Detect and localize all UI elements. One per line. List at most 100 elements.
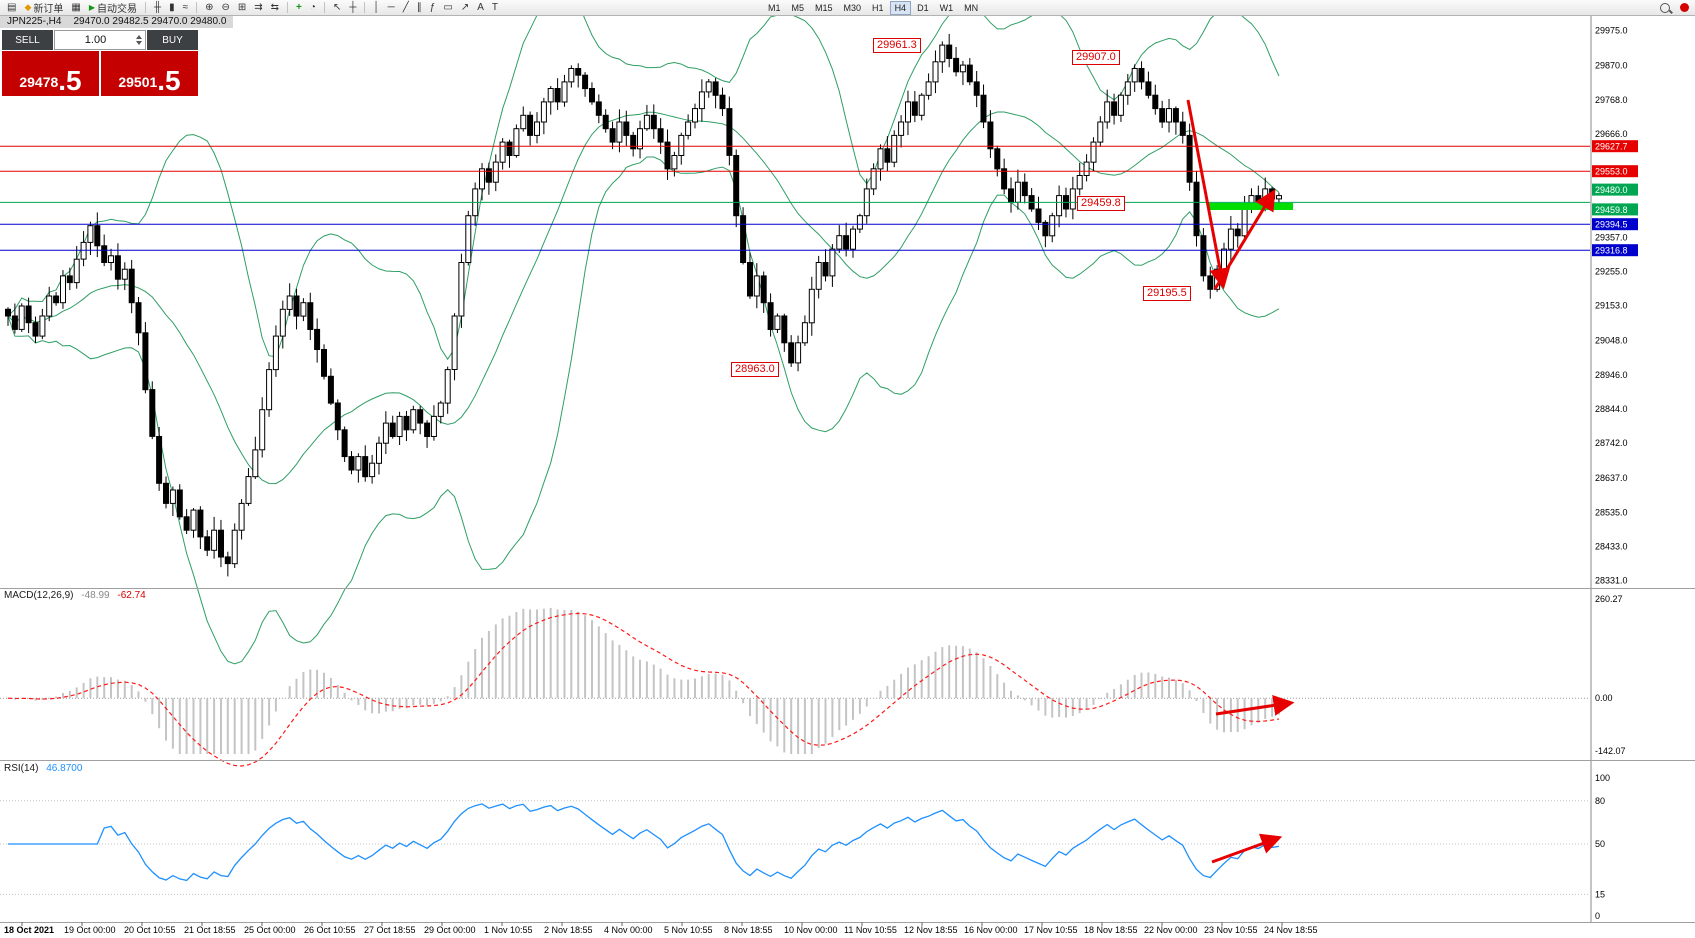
auto-trading-label: 自动交易 (96, 4, 137, 15)
svg-text:29255.0: 29255.0 (1595, 266, 1628, 276)
macd-name: MACD(12,26,9) (4, 590, 74, 601)
fibonacci-icon[interactable]: ƒ (429, 2, 436, 13)
new-order-icon: ◆ (24, 2, 32, 12)
volume-stepper[interactable]: 1.00 (54, 30, 146, 50)
volume-down-icon[interactable] (136, 41, 142, 45)
timeframe-switcher: M1 M5 M15 M30 H1 H4 D1 W1 MN (763, 0, 983, 15)
price-callout[interactable]: 28963.0 (731, 362, 779, 377)
profiles-icon[interactable]: ▦ (71, 2, 81, 13)
text-tool-icon[interactable]: A (477, 2, 484, 13)
vertical-line-icon[interactable]: │ (373, 2, 380, 13)
svg-text:18 Oct 2021: 18 Oct 2021 (4, 925, 54, 935)
price-callout[interactable]: 29907.0 (1072, 50, 1120, 65)
bollinger-bands (7, 0, 1280, 665)
bar-chart-icon[interactable]: ╫ (153, 2, 162, 13)
svg-text:8 Nov 18:55: 8 Nov 18:55 (724, 925, 773, 935)
volume-value: 1.00 (84, 34, 107, 46)
svg-text:1 Nov 10:55: 1 Nov 10:55 (484, 925, 533, 935)
svg-text:260.27: 260.27 (1595, 594, 1623, 604)
svg-text:29666.0: 29666.0 (1595, 129, 1628, 139)
sell-button[interactable]: SELL (2, 30, 53, 50)
price-callout[interactable]: 29195.5 (1143, 286, 1191, 301)
period-clock-icon[interactable]: ◔ (309, 2, 316, 13)
price-callout[interactable]: 29459.8 (1077, 196, 1125, 211)
svg-text:29357.0: 29357.0 (1595, 232, 1628, 242)
crosshair-icon[interactable]: ┼ (349, 2, 357, 13)
sell-price[interactable]: 29478 .5 (2, 51, 99, 96)
auto-trading-button[interactable]: ▶ 自动交易 (86, 1, 140, 15)
svg-text:20 Oct 10:55: 20 Oct 10:55 (124, 925, 176, 935)
svg-text:29153.0: 29153.0 (1595, 301, 1628, 311)
svg-text:23 Nov 10:55: 23 Nov 10:55 (1204, 925, 1258, 935)
notification-badge[interactable] (1680, 3, 1689, 12)
svg-text:29480.0: 29480.0 (1595, 185, 1628, 195)
zoom-out-icon[interactable]: ⊖ (221, 2, 230, 13)
toolbar: ▤ ◆ 新订单 ▦ ▶ 自动交易 ╫ ▮ ≈ ⊕ ⊖ ⊞ ⇉ ⇆ + ◔ ↖ ┼… (0, 0, 1695, 16)
volume-up-icon[interactable] (136, 35, 142, 39)
svg-text:19 Oct 00:00: 19 Oct 00:00 (64, 925, 116, 935)
channel-icon[interactable]: ∥ (416, 2, 422, 13)
svg-text:29394.5: 29394.5 (1595, 220, 1628, 230)
timeframe-M5[interactable]: M5 (791, 2, 805, 13)
label-tool-icon[interactable]: T (491, 2, 498, 13)
svg-text:16 Nov 00:00: 16 Nov 00:00 (964, 925, 1018, 935)
ohlc-readout: 29470.0 29482.5 29470.0 29480.0 (73, 16, 227, 27)
buy-price[interactable]: 29501 .5 (101, 51, 198, 96)
timeframe-MN[interactable]: MN (964, 2, 979, 13)
svg-text:28742.0: 28742.0 (1595, 438, 1628, 448)
horizontal-line-icon[interactable]: ─ (387, 2, 395, 13)
rsi-label: RSI(14) 46.8700 (4, 763, 82, 774)
cursor-icon[interactable]: ↖ (332, 2, 342, 13)
line-chart-icon[interactable]: ≈ (182, 2, 189, 13)
svg-text:28331.0: 28331.0 (1595, 576, 1628, 586)
shapes-icon[interactable]: ▭ (443, 2, 453, 13)
svg-text:11 Nov 10:55: 11 Nov 10:55 (844, 925, 897, 935)
timeframe-D1[interactable]: D1 (917, 2, 929, 13)
trendline-icon[interactable]: ╱ (402, 2, 409, 13)
svg-text:29 Oct 00:00: 29 Oct 00:00 (424, 925, 476, 935)
add-indicator-icon[interactable]: + (296, 2, 302, 13)
timeframe-M30[interactable]: M30 (843, 2, 862, 13)
svg-text:50: 50 (1595, 839, 1605, 849)
svg-text:28844.0: 28844.0 (1595, 404, 1628, 414)
zoom-in-icon[interactable]: ⊕ (205, 2, 214, 13)
svg-text:4 Nov 00:00: 4 Nov 00:00 (604, 925, 653, 935)
svg-text:10 Nov 00:00: 10 Nov 00:00 (784, 925, 838, 935)
timeframe-W1[interactable]: W1 (939, 2, 954, 13)
rsi-value: 46.8700 (46, 763, 83, 774)
svg-text:28433.0: 28433.0 (1595, 541, 1628, 551)
new-chart-icon[interactable]: ▤ (7, 2, 17, 13)
auto-trading-icon: ▶ (88, 3, 95, 12)
price-callout[interactable]: 29961.3 (873, 38, 921, 53)
timeframe-M15[interactable]: M15 (815, 2, 833, 13)
svg-text:26 Oct 10:55: 26 Oct 10:55 (304, 925, 356, 935)
timeframe-H1[interactable]: H1 (872, 2, 884, 13)
auto-scroll-icon[interactable]: ⇉ (254, 2, 263, 13)
timeframe-M1[interactable]: M1 (767, 2, 781, 13)
timeframe-H4[interactable]: H4 (889, 0, 912, 15)
svg-text:5 Nov 10:55: 5 Nov 10:55 (664, 925, 713, 935)
tile-windows-icon[interactable]: ⊞ (237, 2, 247, 13)
new-order-button[interactable]: ◆ 新订单 (21, 1, 66, 15)
arrow-tool-icon[interactable]: ↗ (460, 2, 470, 13)
svg-text:21 Oct 18:55: 21 Oct 18:55 (184, 925, 236, 935)
sell-price-frac: .5 (58, 65, 82, 97)
macd-label: MACD(12,26,9) -48.99 -62.74 (4, 590, 146, 601)
svg-text:29975.0: 29975.0 (1595, 26, 1628, 36)
price-axis: 29627.7 29553.0 29459.8 29394.5 29316.8 29480… (1590, 15, 1638, 922)
time-axis: 18 Oct 2021 19 Oct 00:00 20 Oct 10:55 21 Oc… (4, 922, 1318, 935)
candlestick-chart-icon[interactable]: ▮ (169, 2, 175, 13)
svg-text:29870.0: 29870.0 (1595, 61, 1628, 71)
svg-text:18 Nov 18:55: 18 Nov 18:55 (1084, 925, 1138, 935)
svg-text:29553.0: 29553.0 (1595, 167, 1628, 177)
svg-text:12 Nov 18:55: 12 Nov 18:55 (904, 925, 958, 935)
buy-button[interactable]: BUY (147, 30, 198, 50)
volume-spin[interactable] (136, 35, 145, 45)
svg-text:15: 15 (1595, 889, 1605, 899)
chart-symbol-period: JPN225-,H4 (7, 16, 62, 27)
search-icon[interactable] (1660, 2, 1670, 13)
buy-price-main: 29501 (118, 74, 158, 90)
chart-shift-icon[interactable]: ⇆ (270, 2, 280, 13)
